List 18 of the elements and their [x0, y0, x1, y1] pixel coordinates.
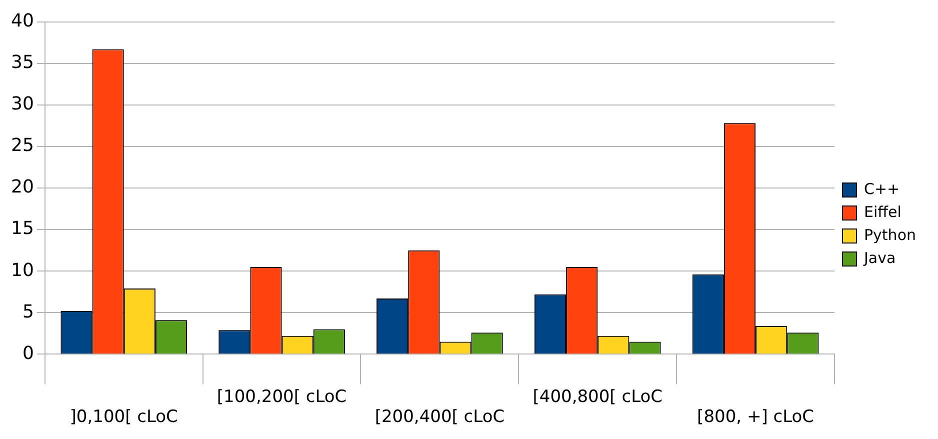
- legend-label: Eiffel: [864, 202, 902, 221]
- y-tick-label: 5: [22, 301, 34, 322]
- y-tick-label: 30: [11, 94, 34, 115]
- x-tick-label: [200,400[ cLoC: [374, 407, 505, 428]
- y-tick-label: 25: [11, 135, 34, 156]
- y-tick-label: 10: [11, 260, 34, 281]
- y-tick-label: 20: [11, 176, 34, 198]
- x-tick-label: [800, +] cLoC: [697, 407, 814, 428]
- legend-label: Java: [863, 248, 896, 267]
- y-tick-label: 40: [11, 10, 34, 32]
- y-tick-label: 35: [11, 52, 34, 74]
- y-tick-label: 0: [22, 342, 34, 364]
- x-tick-label: [100,200[ cLoC: [216, 386, 347, 407]
- legend-label: Python: [864, 226, 916, 244]
- x-tick-label: ]0,100[ cLoC: [70, 407, 178, 428]
- legend-label: C++: [864, 180, 900, 198]
- x-tick-label: [400,800[ cLoC: [532, 386, 663, 407]
- y-tick-label: 15: [11, 218, 34, 240]
